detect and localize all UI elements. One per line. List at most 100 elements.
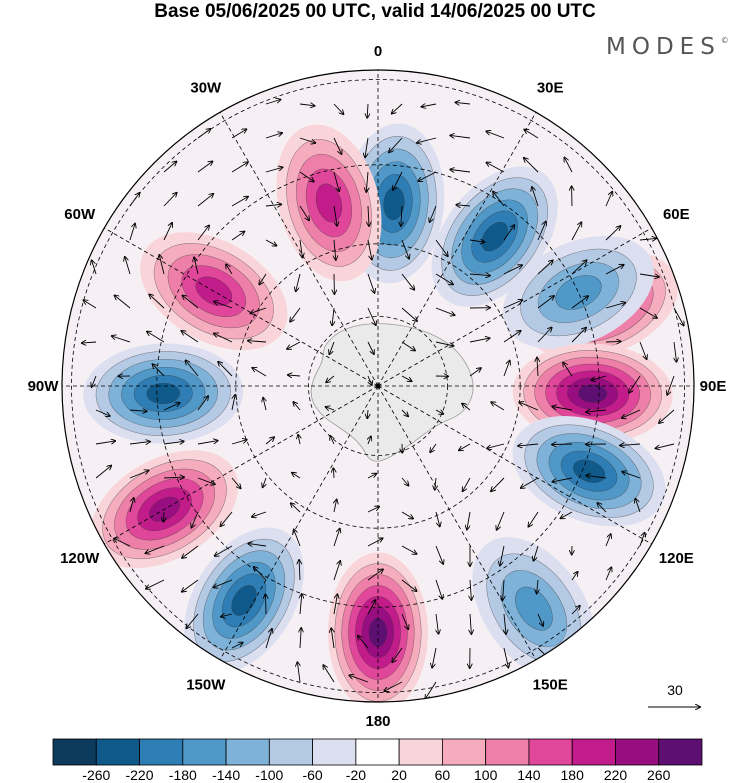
- wind-arrow: [401, 341, 415, 351]
- wind-arrow: [389, 137, 403, 152]
- wind-arrow: [145, 545, 165, 553]
- wind-arrow: [622, 409, 641, 418]
- wind-arrow: [296, 273, 301, 291]
- wind-arrow: [333, 594, 337, 615]
- wind-arrow: [504, 613, 506, 634]
- wind-arrow: [571, 296, 588, 309]
- wind-arrow: [263, 398, 266, 411]
- wind-arrow: [367, 341, 374, 354]
- colorbar-tick-label: -20: [346, 767, 366, 783]
- wind-arrow: [326, 407, 335, 410]
- wind-arrow: [129, 410, 147, 411]
- wind-arrow: [82, 342, 97, 343]
- wind-arrow: [462, 404, 471, 411]
- latitude-circle: [308, 316, 448, 456]
- wind-arrow: [435, 579, 442, 599]
- colorbar-tick-label: 260: [647, 767, 671, 783]
- wind-arrow: [639, 273, 659, 277]
- wind-arrow: [532, 187, 539, 207]
- colorbar-swatch: [485, 738, 530, 766]
- longitude-label: 60W: [64, 206, 96, 223]
- wind-arrow: [197, 194, 213, 207]
- wind-arrow: [368, 205, 369, 226]
- map-title: Base 05/06/2025 00 UTC, valid 14/06/2025…: [154, 1, 596, 22]
- wind-arrow: [182, 545, 199, 558]
- wind-arrow: [401, 613, 408, 629]
- wind-arrow: [639, 238, 656, 240]
- colorbar-tick-label: -60: [302, 767, 322, 783]
- wind-arrow: [469, 368, 481, 377]
- brand-text: MODES: [606, 34, 721, 60]
- wind-arrow: [125, 257, 131, 275]
- wind-arrow: [537, 358, 538, 377]
- brand-mark: ©: [720, 36, 729, 45]
- wind-arrow: [521, 477, 539, 488]
- wind-arrow: [329, 341, 335, 354]
- wind-arrow: [537, 613, 543, 626]
- wind-arrow: [365, 137, 369, 157]
- wind-arrow: [491, 402, 505, 411]
- wind-arrow: [486, 131, 505, 139]
- wind-arrow: [331, 628, 334, 649]
- wind-arrow: [231, 477, 241, 488]
- wind-arrow: [393, 171, 403, 190]
- wind-arrow: [520, 402, 539, 411]
- wind-arrow: [491, 477, 505, 491]
- wind-arrow: [254, 567, 267, 581]
- wind-arrow: [231, 643, 243, 649]
- wind-arrow: [368, 436, 371, 445]
- colorbar-swatch: [225, 738, 270, 766]
- wind-arrow: [622, 472, 641, 479]
- wind-arrow: [605, 341, 621, 342]
- longitude-label: 0: [374, 43, 382, 60]
- wind-arrow: [231, 162, 248, 173]
- wind-arrow: [401, 307, 417, 321]
- graticule: [62, 70, 694, 702]
- wind-arrow: [129, 224, 135, 241]
- wind-arrow: [115, 295, 131, 309]
- wind-arrow: [367, 307, 376, 325]
- wind-arrow: [552, 477, 573, 482]
- wind-arrow: [605, 303, 625, 309]
- wind-arrow: [214, 302, 233, 309]
- wind-arrow: [333, 529, 340, 547]
- antarctica-landmass: [310, 323, 474, 462]
- wind-arrow: [635, 499, 641, 513]
- wind-arrow: [486, 163, 505, 173]
- wind-arrow: [518, 444, 539, 446]
- wind-arrow: [571, 606, 580, 615]
- wind-arrow: [129, 498, 134, 513]
- wind-arrow: [334, 500, 337, 513]
- anomaly-center: [83, 343, 244, 444]
- wind-arrow: [605, 567, 611, 581]
- colorbar-tick-label: -260: [82, 767, 110, 783]
- latitude-circle: [156, 164, 600, 608]
- wind-arrow: [191, 511, 199, 528]
- wind-arrow: [435, 307, 455, 315]
- anomaly-contour: [515, 586, 553, 631]
- wind-arrow: [163, 403, 180, 411]
- wind-arrow: [159, 255, 165, 275]
- anomaly-contour: [481, 221, 508, 252]
- wind-arrow: [163, 162, 176, 173]
- wind-arrow: [287, 341, 301, 349]
- wind-arrow: [605, 192, 612, 207]
- wind-arrow: [503, 225, 514, 241]
- wind-arrow: [332, 307, 334, 325]
- wind-arrow: [213, 579, 233, 587]
- latitude-circle: [235, 243, 521, 529]
- wind-arrow: [571, 222, 581, 241]
- longitude-label: 120E: [659, 550, 694, 567]
- wind-arrow: [263, 477, 266, 487]
- longitude-labels: 0 30E 60E 90E 120E 150E 180 150W 120W 90W 60W 30W: [28, 43, 727, 730]
- colorbar-tick-label: 100: [474, 767, 498, 783]
- wind-arrow: [149, 294, 165, 309]
- wind-arrow: [674, 341, 677, 362]
- wind-arrow: [299, 104, 315, 106]
- wind-arrow: [186, 613, 199, 628]
- meridian-line: [219, 112, 379, 387]
- wind-arrow: [333, 137, 342, 154]
- anomaly-center: [502, 235, 655, 350]
- wind-arrow: [417, 137, 437, 143]
- wind-arrow: [197, 477, 215, 484]
